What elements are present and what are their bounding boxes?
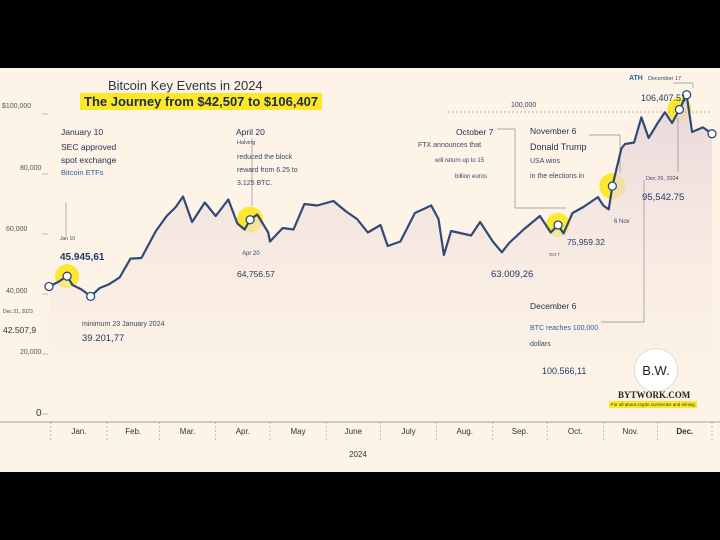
x-tick-label: Feb. xyxy=(125,427,141,436)
x-tick-label: Oct. xyxy=(568,427,583,436)
x-tick-label: Aug. xyxy=(456,427,472,436)
ath-price: 106,407.51 xyxy=(641,93,687,103)
dec6-price: 100.566,11 xyxy=(542,366,587,376)
bytwork-logo: B.W. xyxy=(634,348,678,392)
data-point xyxy=(44,281,54,292)
jan10-text: Bitcoin ETFs xyxy=(61,168,104,177)
brand-name: BYTWORK.COM xyxy=(618,390,691,400)
price-area xyxy=(49,94,712,415)
x-tick-label: Dec. xyxy=(676,427,693,436)
data-point xyxy=(674,104,685,115)
dec26-price: 95,542.75 xyxy=(642,192,685,203)
y-tick-label: 0 xyxy=(36,408,42,419)
start-date: Dec 31, 2023 xyxy=(3,309,33,315)
data-point xyxy=(681,90,692,100)
x-tick-label: June xyxy=(345,427,363,436)
y-tick-label: 20,000 xyxy=(20,349,42,356)
nov6-text: Donald Trump xyxy=(530,142,587,152)
x-tick-label: Sep. xyxy=(512,427,528,436)
jan10-text: SEC approved xyxy=(61,142,117,152)
dec6-title: December 6 xyxy=(530,301,577,311)
apr20-title: April 20 xyxy=(236,127,265,137)
x-axis-label: 2024 xyxy=(349,450,367,459)
brand-tagline: For all about crypto currencies and mini… xyxy=(609,401,697,408)
y-tick-label: 60,000 xyxy=(6,226,28,233)
y-tick-label: 80,000 xyxy=(20,165,42,172)
jan10-tag: Jan 10 xyxy=(60,236,76,242)
oct7-tag: Oct 7 xyxy=(549,252,560,257)
start-price: 42.507,9 xyxy=(3,325,37,335)
dec6-text: dollars xyxy=(530,341,551,348)
x-tick-label: Jan. xyxy=(71,427,86,436)
data-point xyxy=(607,181,618,191)
nov6-tag: 6 Nov xyxy=(614,219,630,225)
x-tick-label: Nov. xyxy=(623,427,639,436)
x-tick-label: Mar. xyxy=(180,427,196,436)
oct7-text: billion euros xyxy=(455,174,488,180)
data-point xyxy=(707,129,717,139)
dec6-text: BTC reaches 100,000 xyxy=(530,325,599,332)
apr20-text: reward from 6.25 to xyxy=(237,167,298,174)
min-price: 39.201,77 xyxy=(82,333,125,344)
apr20-price: 64,756.57 xyxy=(237,269,275,279)
jan10-price: 45.945,61 xyxy=(60,252,105,263)
ath-date: December 17 xyxy=(648,76,682,82)
jan10-text: spot exchange xyxy=(61,155,117,165)
chart-title: Bitcoin Key Events in 2024 xyxy=(108,78,263,93)
dec26-tag: Dec 26, 2024 xyxy=(646,176,679,182)
x-tick-label: May xyxy=(291,427,306,436)
oct7-price: 63.009,26 xyxy=(491,269,534,280)
nov6-text: in the elections in xyxy=(530,173,585,180)
bitcoin-price-chart: Jan. Feb. Mar. Apr. May June July Aug. Sep. Oct. N… xyxy=(0,82,720,440)
nov6-text: USA wins xyxy=(530,158,560,165)
data-point xyxy=(86,291,96,302)
data-point xyxy=(245,215,255,225)
nov6-title: November 6 xyxy=(530,126,577,136)
apr20-tag: Apr 20 xyxy=(242,251,260,257)
chart-subtitle: The Journey from $42,507 to $106,407 xyxy=(80,93,323,110)
oct7-title: October 7 xyxy=(456,127,494,137)
jan10-title: January 10 xyxy=(61,127,104,137)
data-point xyxy=(62,271,72,281)
price-line xyxy=(48,93,713,298)
x-tick-label: Apr. xyxy=(236,427,250,436)
oct7-text: FTX announces that xyxy=(418,142,482,149)
apr20-text: 3.125 BTC. xyxy=(237,180,273,187)
y-tick-label: 40,000 xyxy=(6,288,28,295)
logo-text: B.W. xyxy=(642,362,670,378)
min-label: minimum 23 January 2024 xyxy=(82,321,165,328)
y-tick-label: $100,000 xyxy=(2,103,32,110)
nov6-price: 75,959.32 xyxy=(567,237,605,247)
apr20-text: Halving xyxy=(237,140,256,146)
data-point xyxy=(553,220,563,230)
chart-canvas: Jan. Feb. Mar. Apr. May June July Aug. Sep. Oct. N… xyxy=(0,68,720,472)
apr20-text: reduced the block xyxy=(237,154,293,161)
ref-100k-label: 100,000 xyxy=(511,102,537,109)
x-tick-label: July xyxy=(401,427,415,436)
ath-label: ATH xyxy=(629,75,643,82)
oct7-text: will return up to 15 xyxy=(435,158,485,164)
